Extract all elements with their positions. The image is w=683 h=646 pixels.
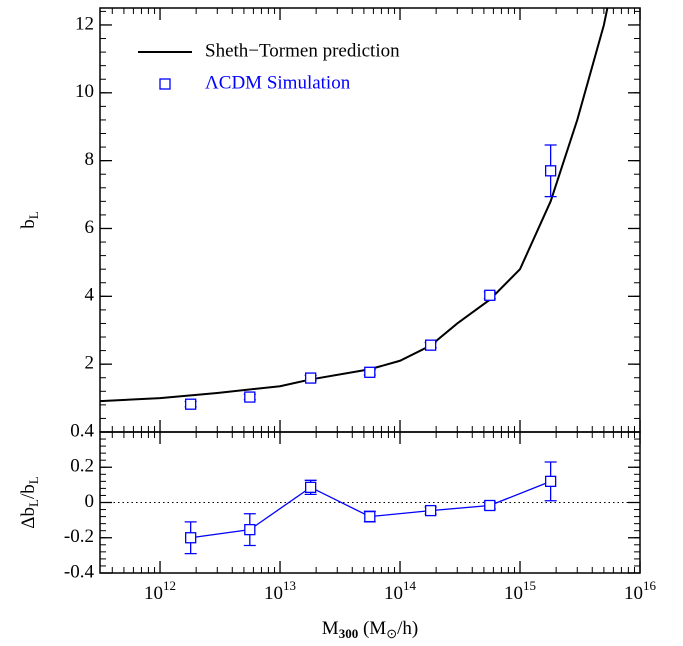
y-tick-label: 8 bbox=[85, 149, 95, 170]
x-label-main: M bbox=[322, 618, 339, 639]
y-label-sub: L bbox=[26, 476, 41, 484]
x-tick-exp: 14 bbox=[403, 578, 417, 593]
x-tick-exp: 13 bbox=[283, 578, 296, 593]
y-tick-label: 12 bbox=[75, 13, 94, 34]
y-tick-label: 0.4 bbox=[70, 420, 94, 441]
x-tick-exp: 12 bbox=[163, 578, 176, 593]
x-tick-base: 10 bbox=[624, 583, 643, 604]
x-tick-base: 10 bbox=[264, 583, 283, 604]
x-tick-exp: 15 bbox=[523, 578, 536, 593]
x-label-unit-end: /h) bbox=[397, 618, 418, 639]
y-tick-label: 10 bbox=[75, 81, 94, 102]
x-tick-label: 1013 bbox=[264, 578, 296, 604]
x-tick-base: 10 bbox=[384, 583, 403, 604]
y-tick-label: 0 bbox=[85, 491, 95, 512]
y-tick-label: 2 bbox=[85, 353, 95, 374]
x-tick-base: 10 bbox=[144, 583, 163, 604]
y-tick-label: -0.4 bbox=[64, 561, 95, 582]
y-axis-label: ΔbL/bL bbox=[18, 476, 41, 528]
y-axis-label: bL bbox=[18, 211, 41, 229]
x-tick-base: 10 bbox=[504, 583, 523, 604]
x-tick-label: 1015 bbox=[504, 578, 536, 604]
y-tick-label: 4 bbox=[85, 285, 95, 306]
y-tick-label: -0.2 bbox=[64, 526, 94, 547]
y-tick-label: 0.2 bbox=[70, 456, 94, 477]
data-point bbox=[484, 499, 496, 512]
data-point bbox=[185, 398, 197, 410]
y-label-main: b bbox=[18, 219, 39, 229]
x-label-sub: 300 bbox=[339, 626, 359, 641]
y-label-sub: L bbox=[26, 211, 41, 219]
data-point bbox=[305, 372, 317, 384]
data-point bbox=[364, 366, 376, 378]
legend-marker bbox=[159, 78, 171, 90]
y-label-main: Δb bbox=[18, 507, 39, 529]
legend-label: ΛCDM Simulation bbox=[205, 72, 351, 93]
x-label-unit-sub: ⊙ bbox=[386, 626, 397, 641]
x-axis-label: M300 (M⊙/h) bbox=[322, 618, 418, 641]
y-label-sub: L bbox=[26, 499, 41, 507]
plot-area bbox=[100, 8, 609, 410]
data-point bbox=[424, 339, 437, 351]
x-tick-label: 1012 bbox=[144, 578, 176, 604]
x-label-unit: (M bbox=[358, 618, 386, 639]
legend-label: Sheth−Tormen prediction bbox=[205, 40, 400, 61]
data-point bbox=[185, 532, 197, 544]
plot-area bbox=[184, 461, 557, 555]
data-point bbox=[544, 165, 557, 177]
data-point bbox=[364, 510, 376, 523]
y-tick-label: 6 bbox=[85, 217, 95, 238]
x-tick-label: 1014 bbox=[384, 578, 417, 604]
data-point bbox=[424, 504, 437, 517]
x-tick-exp: 16 bbox=[643, 578, 657, 593]
x-tick-label: 1016 bbox=[624, 578, 657, 604]
data-point bbox=[244, 523, 256, 536]
data-point bbox=[305, 481, 317, 493]
data-point bbox=[544, 475, 557, 488]
y-label-mid: /b bbox=[18, 484, 39, 499]
data-point bbox=[484, 289, 496, 301]
data-point bbox=[244, 391, 256, 403]
